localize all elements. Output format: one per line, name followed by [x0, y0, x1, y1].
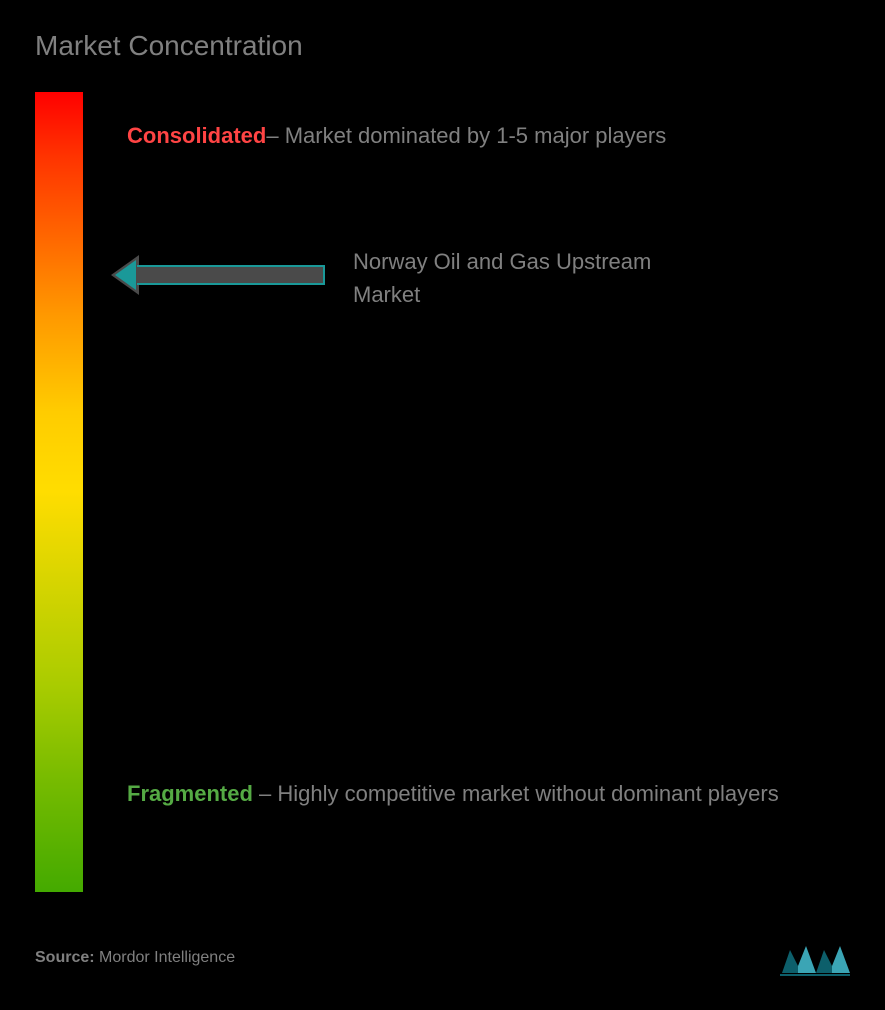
- source-attribution: Source: Mordor Intelligence: [35, 949, 235, 967]
- consolidated-description: Consolidated– Market dominated by 1-5 ma…: [127, 107, 666, 164]
- fragmented-label: Fragmented: [127, 781, 253, 806]
- source-value: Mordor Intelligence: [95, 949, 236, 966]
- concentration-gradient-bar: [35, 92, 83, 892]
- market-name-label: Norway Oil and Gas Upstream Market: [353, 245, 713, 311]
- page-title: Market Concentration: [35, 30, 850, 62]
- arrow-body: [137, 265, 325, 285]
- diagram-content: Consolidated– Market dominated by 1-5 ma…: [35, 92, 850, 912]
- fragmented-desc-text: – Highly competitive market without domi…: [253, 781, 779, 806]
- fragmented-description: Fragmented – Highly competitive market w…: [127, 765, 779, 822]
- source-label: Source:: [35, 949, 95, 966]
- arrow-head-icon: [111, 255, 139, 295]
- consolidated-label: Consolidated: [127, 123, 266, 148]
- consolidated-desc-text: – Market dominated by 1-5 major players: [266, 123, 666, 148]
- mordor-logo-icon: [780, 938, 850, 978]
- footer: Source: Mordor Intelligence: [35, 938, 850, 978]
- market-pointer-arrow: [111, 255, 331, 295]
